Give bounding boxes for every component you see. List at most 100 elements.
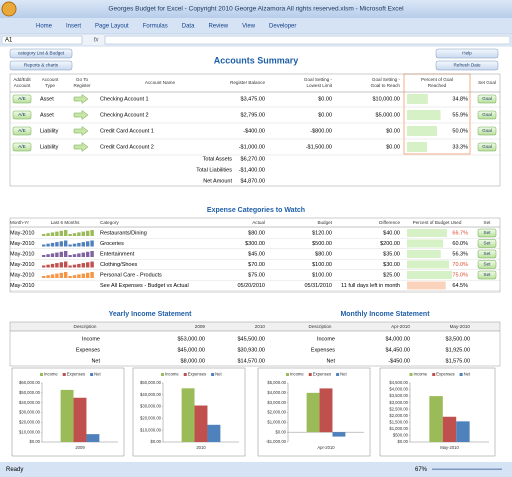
set-button[interactable]: [477, 228, 497, 238]
set-goal-button[interactable]: [477, 142, 497, 152]
reports-button[interactable]: [9, 60, 73, 71]
sparkline-bar: [90, 230, 94, 236]
amount: $45,500.00: [237, 336, 265, 342]
y-tick-label: $0.00: [276, 429, 287, 434]
y-tick-label: $0.00: [151, 439, 162, 444]
set-button[interactable]: [477, 260, 497, 269]
ribbon-tab[interactable]: Page Layout: [95, 24, 129, 30]
sparkline-bar: [59, 272, 63, 278]
set-goal-button-label: Goal: [482, 144, 492, 149]
set-goal-button[interactable]: [477, 94, 497, 104]
amount: -$450.00: [388, 358, 410, 364]
account-name: Checking Account 1: [100, 96, 149, 102]
y-tick-label: $40,000.00: [140, 392, 162, 397]
column-header: Apr-2010: [391, 324, 410, 329]
ribbon: [0, 18, 512, 34]
y-tick-label: $30,000.00: [19, 410, 41, 415]
zoom-slider[interactable]: [432, 468, 502, 471]
sparkline-bar: [77, 232, 81, 236]
set-goal-button-label: Goal: [482, 112, 492, 117]
ribbon-tab[interactable]: Insert: [66, 24, 81, 30]
go-to-register-arrow[interactable]: [73, 142, 89, 152]
add-edit-button[interactable]: [12, 142, 32, 152]
column-header: Lowest Limit: [306, 83, 332, 88]
column-header: Last 6 Months: [51, 220, 81, 225]
sparkline-bar: [42, 276, 46, 278]
go-to-register-arrow[interactable]: [73, 126, 89, 136]
sparkline-bar: [86, 241, 90, 247]
sparkline-bar: [55, 242, 59, 247]
sparkline-bar: [46, 243, 50, 247]
reports-button-label: Reports & charts: [24, 63, 59, 68]
add-edit-button[interactable]: [12, 126, 32, 136]
ribbon-tab[interactable]: View: [242, 24, 256, 30]
percent-label: 33.3%: [452, 144, 468, 150]
set-goal-button[interactable]: [477, 110, 497, 120]
month: May-2010: [10, 262, 34, 268]
add-edit-button[interactable]: [12, 94, 32, 104]
month: May-2010: [10, 272, 34, 278]
column-header: Add/Edit: [13, 77, 31, 82]
office-button[interactable]: [1, 1, 17, 17]
legend-swatch: [183, 373, 187, 376]
actual: $70.00: [248, 262, 265, 268]
percent-label: 50.0%: [452, 128, 468, 134]
fx-icon: fx: [94, 38, 100, 44]
legend-label: Net: [94, 372, 101, 377]
y-tick-label: $10,000.00: [19, 429, 41, 434]
percent-bar: [407, 239, 443, 248]
legend-label: Income: [414, 372, 428, 377]
goal-to-reach: $0.00: [386, 128, 400, 134]
set-button-label: Set: [484, 262, 492, 267]
month: May-2010: [10, 241, 34, 247]
total-label: Total Assets: [203, 156, 233, 162]
set-button[interactable]: [477, 249, 497, 259]
set-goal-button[interactable]: [477, 126, 497, 136]
legend-swatch: [62, 373, 66, 376]
legend-swatch: [459, 373, 463, 376]
set-button-label: Set: [484, 251, 492, 256]
bar: [194, 405, 208, 442]
set-goal-button-label: Goal: [482, 96, 492, 101]
percent-bar: [407, 281, 446, 290]
column-header: Register: [73, 83, 91, 88]
set-button[interactable]: [477, 239, 497, 248]
ribbon-tab[interactable]: Data: [182, 24, 195, 30]
sparkline-bar: [68, 234, 72, 236]
total-label: Total Liabilities: [196, 167, 232, 173]
column-header: Account Name: [145, 80, 176, 85]
legend-swatch: [211, 373, 215, 376]
sparkline-bar: [77, 242, 81, 247]
goal-to-reach: $10,000.00: [372, 96, 400, 102]
column-header: Register Balance: [230, 80, 265, 85]
expenses-title: Expense Categories to Watch: [207, 207, 305, 214]
category-list-button[interactable]: [9, 48, 73, 59]
percent-label: 56.3%: [452, 251, 468, 257]
sparkline-bar: [68, 255, 72, 257]
name-box[interactable]: [1, 35, 83, 45]
percent-label: 60.0%: [452, 241, 468, 247]
ribbon-tab[interactable]: Home: [36, 24, 53, 30]
sparkline-bar: [59, 251, 63, 257]
sparkline-bar: [86, 230, 90, 236]
go-to-register-arrow[interactable]: [73, 94, 89, 104]
ribbon-tab[interactable]: Developer: [269, 24, 296, 30]
bar: [86, 434, 100, 442]
help-button[interactable]: [435, 48, 499, 59]
legend-label: Expenses: [313, 372, 331, 377]
ribbon-tab[interactable]: Review: [208, 24, 228, 30]
formula-input[interactable]: [104, 35, 511, 45]
category: See All Expenses - Budget vs Actual: [100, 283, 189, 289]
y-tick-label: $40,000.00: [19, 400, 41, 405]
sparkline-bar: [64, 230, 68, 236]
legend-swatch: [308, 373, 312, 376]
go-to-register-arrow[interactable]: [73, 110, 89, 120]
budget: $80.00: [315, 251, 332, 257]
sparkline-bar: [81, 252, 85, 257]
ribbon-tab[interactable]: Formulas: [143, 24, 168, 30]
refresh-date-button[interactable]: [435, 60, 499, 71]
add-edit-button[interactable]: [12, 110, 32, 120]
set-button[interactable]: [477, 270, 497, 280]
difference: $30.00: [383, 262, 400, 268]
